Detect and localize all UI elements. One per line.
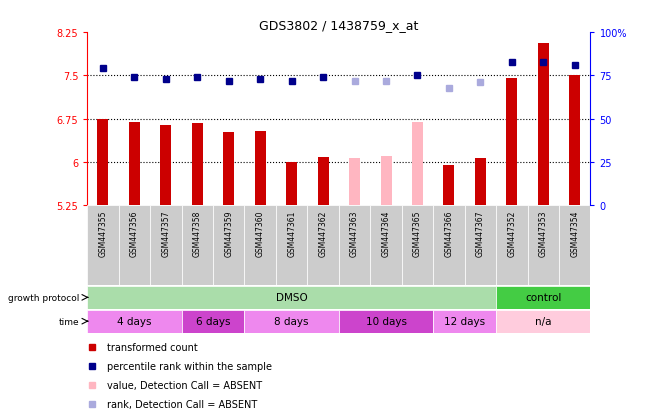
Text: percentile rank within the sample: percentile rank within the sample <box>107 361 272 371</box>
Text: GSM447362: GSM447362 <box>319 210 327 256</box>
Bar <box>496 286 590 309</box>
Bar <box>339 310 433 333</box>
Bar <box>444 166 454 206</box>
Text: value, Detection Call = ABSENT: value, Detection Call = ABSENT <box>107 380 262 390</box>
Bar <box>286 163 297 206</box>
Bar <box>150 206 182 286</box>
Bar <box>87 286 496 309</box>
Bar <box>537 43 549 206</box>
Bar <box>339 206 370 286</box>
Bar <box>380 157 392 206</box>
Text: GSM447364: GSM447364 <box>382 210 391 256</box>
Text: rank, Detection Call = ABSENT: rank, Detection Call = ABSENT <box>107 399 258 408</box>
Bar <box>87 206 119 286</box>
Text: 4 days: 4 days <box>117 316 152 326</box>
Bar <box>160 125 171 206</box>
Bar <box>412 123 423 206</box>
Text: GSM447356: GSM447356 <box>130 210 139 256</box>
Text: control: control <box>525 293 562 303</box>
Bar <box>182 310 244 333</box>
Bar <box>119 206 150 286</box>
Bar <box>402 206 433 286</box>
Text: 6 days: 6 days <box>196 316 230 326</box>
Bar <box>370 206 402 286</box>
Text: GSM447363: GSM447363 <box>350 210 359 256</box>
Bar <box>276 206 307 286</box>
Text: time: time <box>59 317 80 326</box>
Text: GSM447353: GSM447353 <box>539 210 548 256</box>
Bar <box>192 124 203 206</box>
Bar <box>244 206 276 286</box>
Bar <box>507 79 517 206</box>
Bar <box>433 206 464 286</box>
Text: GSM447355: GSM447355 <box>99 210 107 256</box>
Bar <box>182 206 213 286</box>
Text: GSM447359: GSM447359 <box>224 210 234 256</box>
Text: 8 days: 8 days <box>274 316 309 326</box>
Text: 10 days: 10 days <box>366 316 407 326</box>
Text: GSM447365: GSM447365 <box>413 210 422 256</box>
Bar <box>317 157 329 206</box>
Bar <box>255 132 266 206</box>
Bar <box>87 310 182 333</box>
Text: n/a: n/a <box>535 316 552 326</box>
Bar <box>223 133 234 206</box>
Bar <box>349 159 360 206</box>
Bar <box>307 206 339 286</box>
Bar <box>475 159 486 206</box>
Title: GDS3802 / 1438759_x_at: GDS3802 / 1438759_x_at <box>259 19 419 32</box>
Bar <box>496 206 527 286</box>
Text: transformed count: transformed count <box>107 342 198 352</box>
Bar <box>129 122 140 206</box>
Text: GSM447367: GSM447367 <box>476 210 485 256</box>
Bar <box>433 310 496 333</box>
Bar <box>527 206 559 286</box>
Bar <box>496 310 590 333</box>
Text: DMSO: DMSO <box>276 293 307 303</box>
Text: GSM447352: GSM447352 <box>507 210 517 256</box>
Text: GSM447361: GSM447361 <box>287 210 296 256</box>
Bar <box>569 76 580 206</box>
Bar <box>97 120 109 206</box>
Text: growth protocol: growth protocol <box>8 293 80 302</box>
Bar <box>464 206 496 286</box>
Bar <box>559 206 590 286</box>
Bar <box>213 206 244 286</box>
Text: GSM447358: GSM447358 <box>193 210 202 256</box>
Text: 12 days: 12 days <box>444 316 485 326</box>
Bar <box>244 310 339 333</box>
Text: GSM447357: GSM447357 <box>161 210 170 256</box>
Text: GSM447366: GSM447366 <box>444 210 454 256</box>
Text: GSM447360: GSM447360 <box>256 210 265 256</box>
Text: GSM447354: GSM447354 <box>570 210 579 256</box>
